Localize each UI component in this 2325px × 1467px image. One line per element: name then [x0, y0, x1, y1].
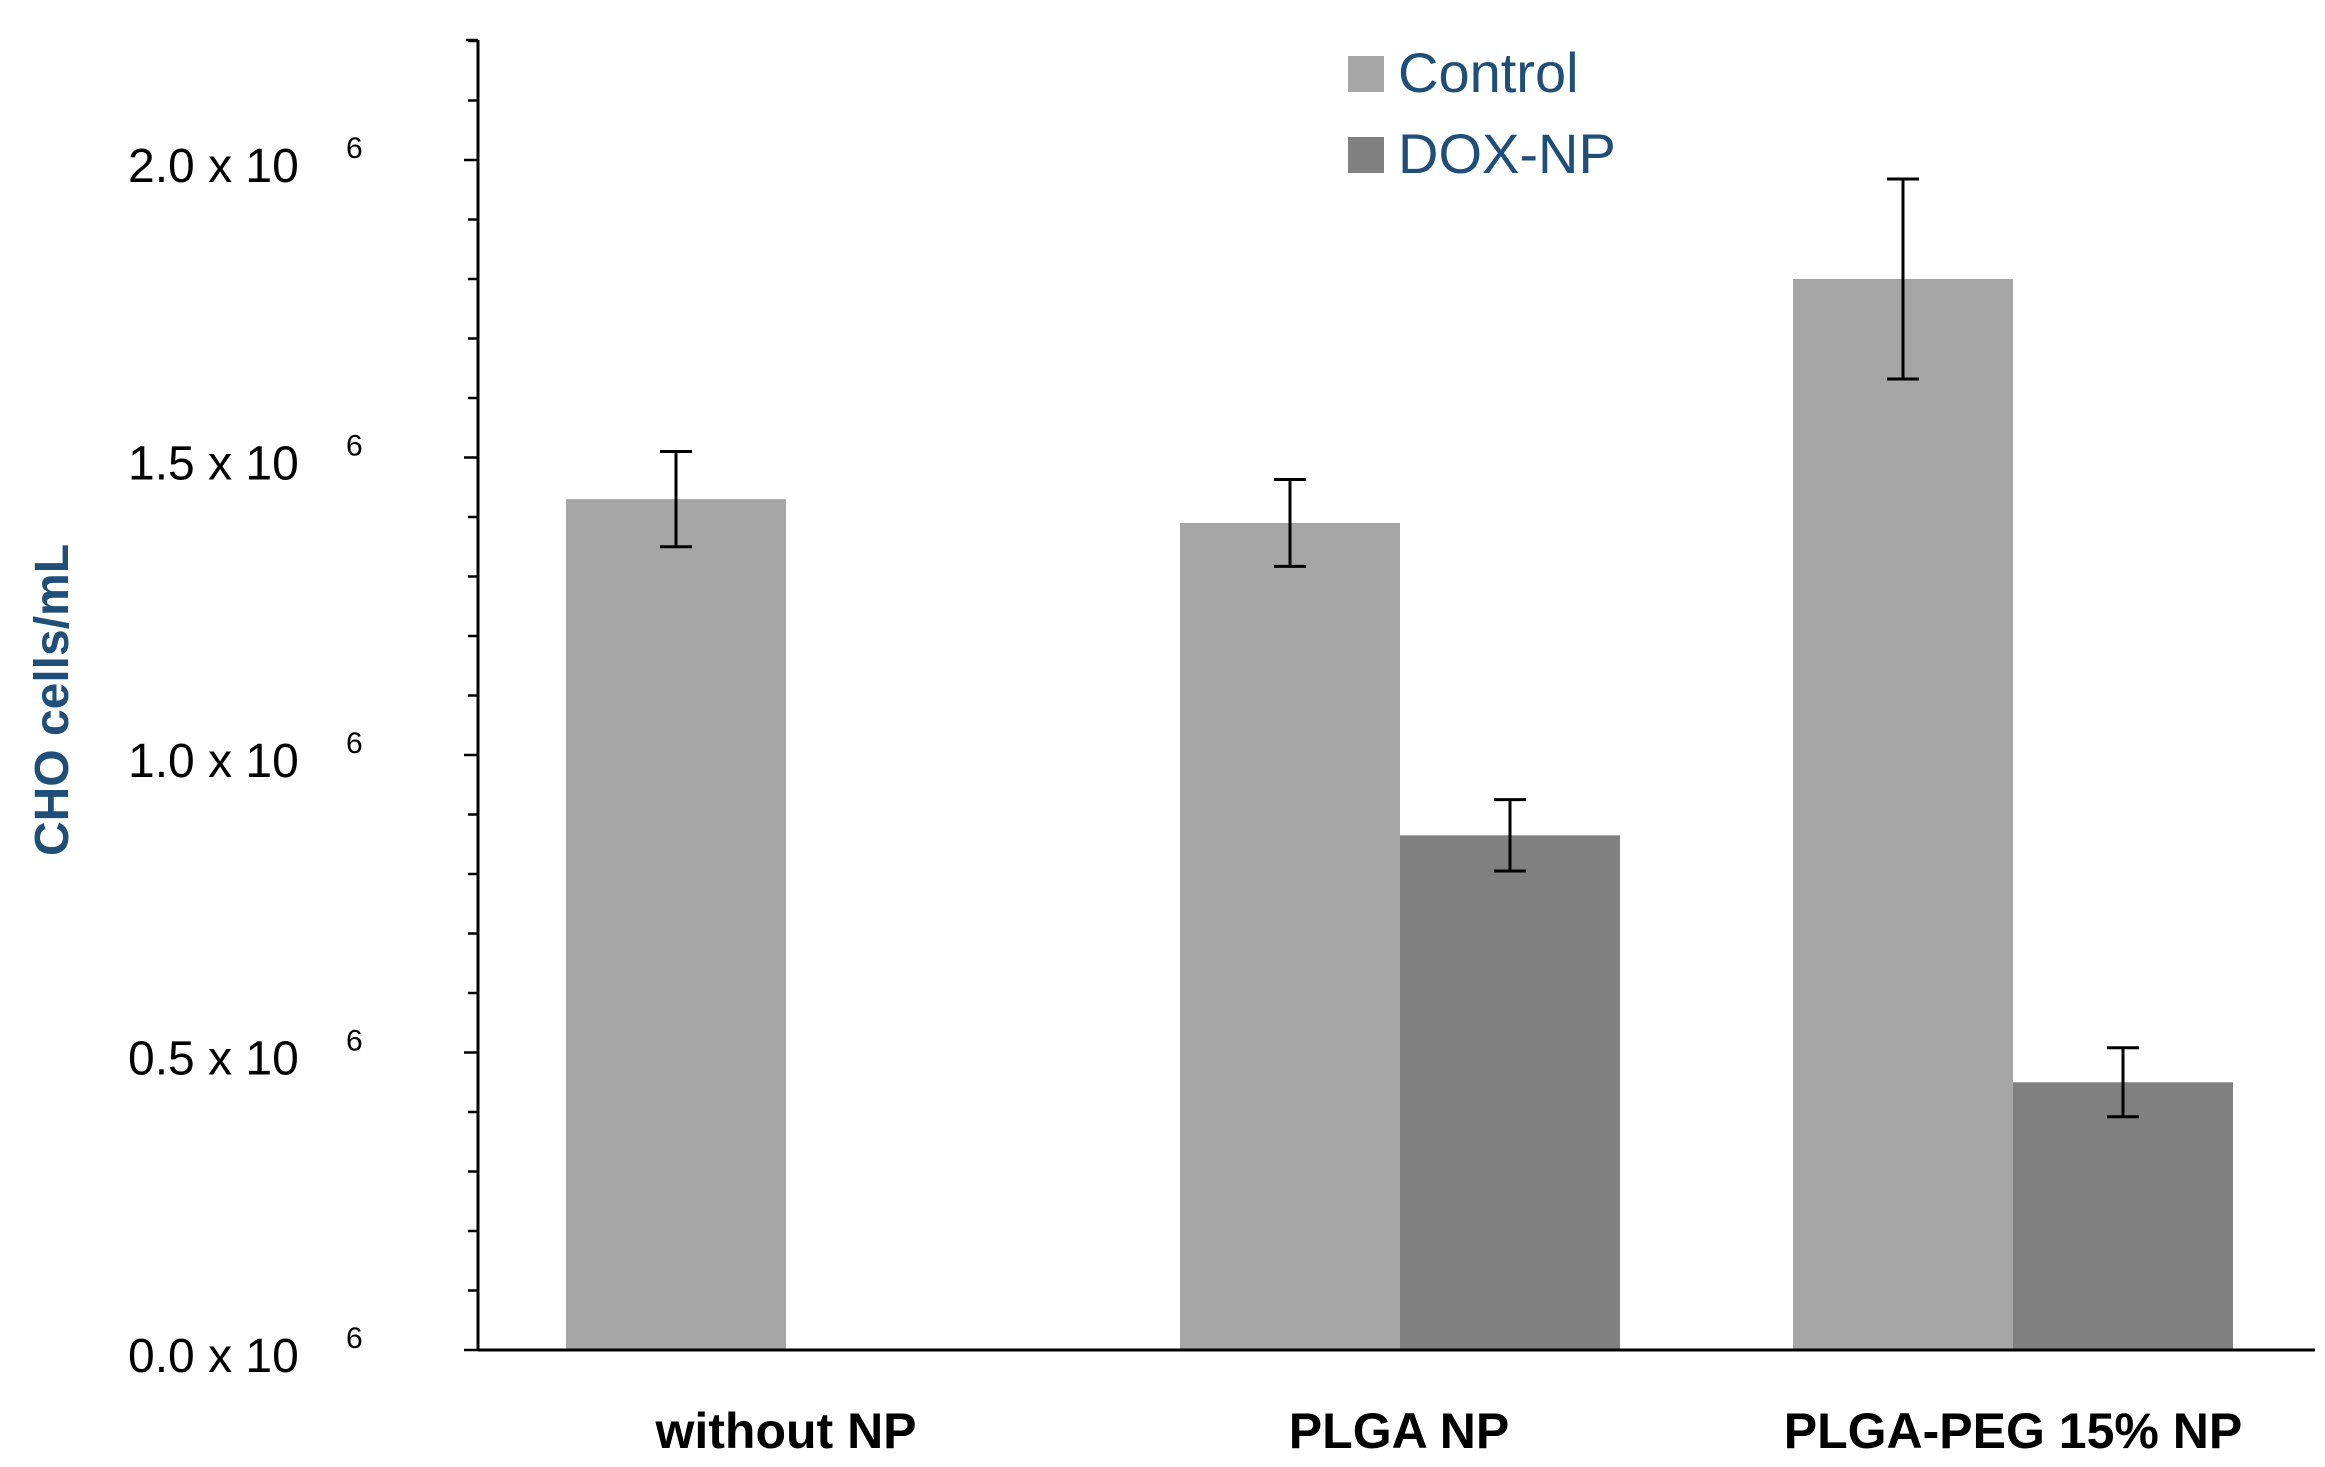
- y-tick-label-1: 0.5 x 10 6: [128, 1025, 363, 1086]
- legend-swatch: [1348, 137, 1384, 173]
- y-tick-label-0: 0.0 x 10 6: [128, 1322, 363, 1383]
- bars: [566, 279, 2233, 1350]
- legend-label: Control: [1398, 41, 1579, 104]
- y-tick-exponent: 6: [346, 727, 363, 760]
- y-tick-label-4: 2.0 x 10 6: [128, 132, 363, 193]
- x-category-label-1: without NP: [654, 1403, 916, 1459]
- error-bars: [660, 177, 2139, 1119]
- y-tick-exponent: 6: [346, 1025, 363, 1058]
- x-category-label-2: PLGA NP: [1289, 1403, 1509, 1459]
- bar-dox-np-3: [2013, 1082, 2233, 1350]
- bar-dox-np-2: [1400, 835, 1620, 1350]
- legend-item-dox-np: DOX-NP: [1348, 122, 1616, 185]
- bar-control-3: [1793, 279, 2013, 1350]
- error-bar-control-3: [1887, 177, 1919, 381]
- legend: Control DOX-NP: [1348, 41, 1616, 185]
- y-tick-base: 1.5 x 10: [128, 438, 299, 491]
- y-tick-base: 0.0 x 10: [128, 1330, 299, 1383]
- legend-label: DOX-NP: [1398, 122, 1616, 185]
- bar-control-1: [566, 499, 786, 1350]
- y-tick-base: 1.0 x 10: [128, 735, 299, 788]
- y-tick-label-3: 1.5 x 10 6: [128, 430, 363, 491]
- y-tick-exponent: 6: [346, 1322, 363, 1355]
- y-tick-base: 0.5 x 10: [128, 1033, 299, 1086]
- y-tick-exponent: 6: [346, 430, 363, 463]
- error-bar-dox-np-2: [1494, 798, 1526, 873]
- legend-item-control: Control: [1348, 41, 1579, 104]
- error-bar-control-1: [660, 450, 692, 549]
- y-ticks: 0.0 x 10 60.5 x 10 61.0 x 10 61.5 x 10 62.0 …: [128, 38, 478, 1383]
- error-bar-control-2: [1274, 478, 1306, 568]
- y-tick-label-2: 1.0 x 10 6: [128, 727, 363, 788]
- bar-control-2: [1180, 522, 1400, 1350]
- error-bar-dox-np-3: [2107, 1046, 2139, 1119]
- y-tick-base: 2.0 x 10: [128, 140, 299, 193]
- legend-swatch: [1348, 56, 1384, 92]
- x-category-labels: without NP PLGA NP PLGA-PEG 15% NP: [654, 1403, 2242, 1459]
- y-axis-title: CHO cells/mL: [26, 544, 79, 856]
- y-tick-exponent: 6: [346, 132, 363, 165]
- x-category-label-3: PLGA-PEG 15% NP: [1784, 1403, 2242, 1459]
